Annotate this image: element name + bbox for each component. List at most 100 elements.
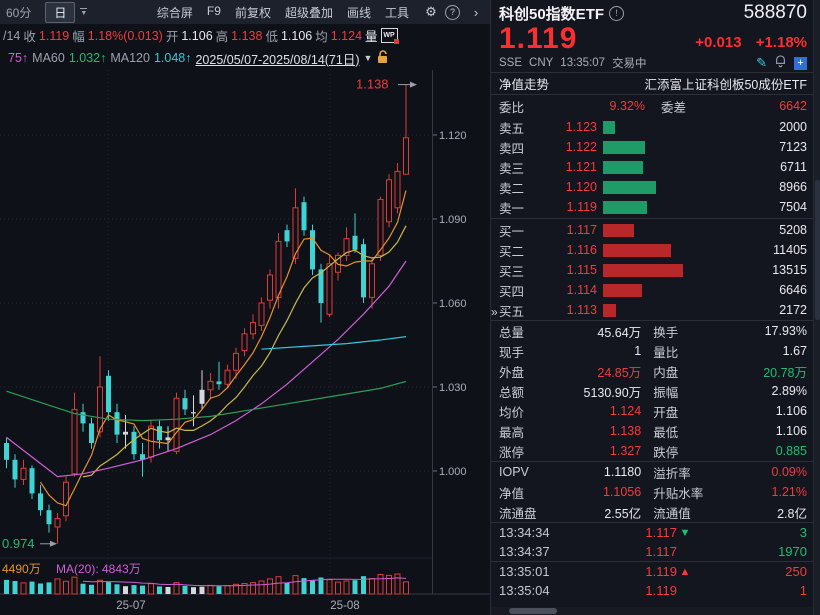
legend-item: 1.106	[280, 28, 313, 43]
vscroll-thumb[interactable]	[815, 180, 820, 320]
change-pct: +1.18%	[755, 34, 807, 51]
tick-list[interactable]: 13:34:34 1.117 ▼ 3 13:34:37 1.117 1970 13:3…	[491, 522, 813, 600]
legend-item: 1.138	[231, 28, 263, 43]
tick-price: 1.117	[645, 544, 677, 559]
exchange-label: SSE	[499, 57, 523, 69]
tick-time: 13:35:04	[499, 583, 550, 598]
ma-values: 75↑ MA60 1.032↑ MA120 1.048↑	[4, 51, 191, 65]
level-price: 1.114	[566, 283, 597, 297]
stat-value: 1.124	[609, 404, 642, 418]
stat-value: 17.93%	[764, 324, 807, 338]
stat-label: 外盘	[499, 365, 525, 380]
price-row: 1.119 +0.013 +1.18%	[491, 24, 813, 54]
stat-value: 1	[634, 344, 642, 358]
depth-bar	[603, 263, 689, 277]
currency-label: CNY	[529, 57, 554, 69]
level-label: 卖一	[499, 201, 525, 216]
add-watchlist-icon[interactable]: +	[794, 56, 807, 70]
stat-value: 1.327	[609, 444, 642, 458]
svg-text:25-08: 25-08	[330, 600, 359, 612]
stat-label: 最低	[653, 425, 679, 440]
tick-row[interactable]: 13:35:04 1.119 1	[491, 581, 813, 600]
toolbar-menu-item[interactable]: 超级叠加	[284, 5, 333, 20]
stat-value: 5130.90万	[583, 385, 642, 400]
level-label: 买一	[499, 224, 525, 239]
tab-daily-active[interactable]: 日	[45, 1, 76, 23]
period-dropdown-icon[interactable]: ▼	[80, 7, 88, 17]
change-abs: +0.013	[695, 34, 742, 51]
level-qty: 2000	[779, 120, 807, 134]
legend-item: 1.18%(0.013)	[87, 28, 163, 43]
down-arrow-icon: ▼	[679, 526, 691, 539]
orderbook-row[interactable]: 买一 1.117 5208	[491, 220, 813, 240]
tab-60min[interactable]: 60分	[6, 5, 32, 20]
level-label: 买四	[499, 284, 525, 299]
wp-badge-icon[interactable]: WP	[380, 28, 399, 44]
candlestick-chart[interactable]: 1.120 1.090 1.060 1.030 1.000 1.138 0.974 4490万…	[0, 70, 490, 615]
nav-trend-label[interactable]: 净值走势	[499, 78, 550, 92]
tick-row[interactable]: 13:34:34 1.117 ▼ 3	[491, 523, 813, 542]
orderbook-row[interactable]: 买二 1.116 11405	[491, 240, 813, 260]
level-label: 卖二	[499, 181, 525, 196]
quick-action-icons: ✎ +	[756, 55, 807, 71]
orderbook-row[interactable]: 买三 1.115 13515	[491, 260, 813, 280]
tick-divider	[491, 561, 813, 562]
ask-levels: 卖五 1.123 2000 卖四 1.122 7123 卖三 1.121 6711 卖…	[491, 117, 813, 217]
help-icon[interactable]: ?	[445, 4, 460, 20]
stat-value: 0.09%	[771, 465, 807, 479]
orderbook-row[interactable]: 卖五 1.123 2000	[491, 117, 813, 137]
orderbook-row[interactable]: 买五 1.113 2172	[491, 300, 813, 320]
orderbook-row[interactable]: 买四 1.114 6646	[491, 280, 813, 300]
hscroll-thumb[interactable]	[509, 608, 557, 614]
date-range-link[interactable]: 2025/05/07-2025/08/14(71日)	[195, 52, 360, 67]
trading-status: 交易中	[612, 58, 647, 70]
date-range-dropdown-icon[interactable]: ▼	[363, 53, 373, 63]
toolbar-menu-item[interactable]: F9	[206, 3, 221, 18]
price-change: +0.013 +1.18%	[685, 34, 807, 54]
tick-qty: 1970	[778, 544, 807, 559]
orderbook-row[interactable]: 卖一 1.119 7504	[491, 197, 813, 217]
toolbar-menu-item[interactable]: 画线	[346, 5, 371, 20]
legend-item: 1.124	[330, 28, 363, 43]
stat-row: 流通盘 2.55亿 流通值 2.8亿	[491, 502, 813, 522]
stat-value: 1.1056	[602, 485, 642, 499]
more-icon[interactable]: ›	[473, 4, 479, 20]
collapse-panel-icon[interactable]: »	[491, 305, 498, 319]
gear-icon[interactable]: ⚙	[425, 4, 437, 19]
orderbook-row[interactable]: 卖三 1.121 6711	[491, 157, 813, 177]
nav-fund-row[interactable]: 净值走势 汇添富上证科创板50成份ETF	[491, 72, 813, 95]
vertical-scrollbar[interactable]	[813, 0, 820, 615]
level-price: 1.123	[565, 120, 597, 134]
horizontal-scrollbar[interactable]	[491, 607, 813, 615]
toolbar-menu-item[interactable]: 综合屏	[156, 5, 193, 20]
toolbar-menu-item[interactable]: 工具	[384, 5, 409, 20]
legend-item: MA60	[32, 51, 65, 65]
unlock-icon[interactable]	[376, 49, 389, 67]
stat-row: 均价 1.124 开盘 1.106	[491, 401, 813, 421]
orderbook-row[interactable]: 卖二 1.120 8966	[491, 177, 813, 197]
svg-text:25-07: 25-07	[116, 600, 145, 612]
chart-toolbar: 60分 日 ▼ 综合屏 F9 前复权 超级叠加 画线 工具 ⚙ ? ›	[0, 0, 490, 24]
legend-item: 1.106	[181, 28, 213, 43]
instrument-header: 科创50指数ETF ! 588870	[491, 0, 813, 24]
toolbar-menu-item[interactable]: 前复权	[234, 5, 271, 20]
legend-item: 量	[365, 30, 378, 44]
tick-row[interactable]: 13:35:01 1.119 ▲ 250	[491, 562, 813, 581]
level-qty: 7123	[779, 140, 807, 154]
market-status-row: SSE CNY 13:35:07 交易中 ✎ +	[491, 54, 813, 72]
tick-row[interactable]: 13:34:37 1.117 1970	[491, 542, 813, 561]
alert-bell-icon[interactable]	[774, 55, 787, 71]
orderbook-row[interactable]: 卖四 1.122 7123	[491, 137, 813, 157]
level-label: 卖四	[499, 141, 525, 156]
tick-price: 1.117	[645, 525, 677, 540]
chart-pane: 60分 日 ▼ 综合屏 F9 前复权 超级叠加 画线 工具 ⚙ ? › /14 收 1.119…	[0, 0, 490, 615]
edit-icon[interactable]: ✎	[756, 55, 767, 70]
level-label: 买二	[499, 244, 525, 259]
info-icon[interactable]: !	[609, 5, 625, 21]
instrument-code: 588870	[743, 2, 807, 23]
legend-item: 75↑	[8, 51, 29, 65]
level-qty: 6711	[780, 160, 807, 174]
stat-label: 总额	[499, 385, 525, 400]
legend-item: 1.119	[38, 28, 70, 43]
